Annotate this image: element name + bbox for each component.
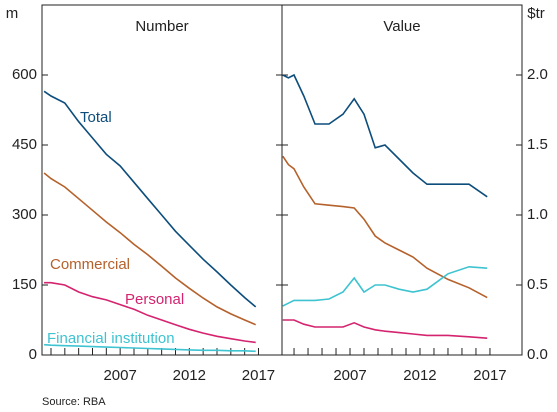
series-line	[44, 343, 256, 353]
series-line	[282, 155, 488, 299]
panel-title: Value	[383, 18, 420, 35]
x-tick-label: 2012	[173, 367, 206, 384]
series-line	[43, 172, 257, 326]
series-line	[282, 265, 488, 307]
x-tick-label: 2017	[242, 367, 275, 384]
y-unit: $tr	[527, 5, 545, 22]
y-tick-label: 600	[12, 66, 37, 83]
x-tick-label: 2012	[403, 367, 436, 384]
y-tick-label: 0.0	[527, 346, 548, 363]
series-label: Commercial	[50, 256, 130, 273]
y-tick-label: 150	[12, 276, 37, 293]
series-line	[44, 281, 256, 344]
series-line	[282, 319, 488, 339]
y-tick-label: 2.0	[527, 66, 548, 83]
x-tick-label: 2017	[473, 367, 506, 384]
panel-title: Number	[135, 18, 188, 35]
y-tick-label: 300	[12, 206, 37, 223]
y-tick-label: 1.5	[527, 136, 548, 153]
y-tick-label: 0.5	[527, 276, 548, 293]
series-line	[282, 73, 488, 198]
y-tick-label: 0	[29, 346, 37, 363]
y-unit: m	[6, 5, 19, 22]
series-label: Personal	[125, 291, 184, 308]
x-tick-label: 2007	[103, 367, 136, 384]
series-label: Financial institution	[47, 330, 175, 347]
source: Source: RBA	[42, 396, 106, 408]
y-tick-label: 450	[12, 136, 37, 153]
series-line	[43, 90, 257, 308]
series-label: Total	[80, 109, 112, 126]
y-tick-label: 1.0	[527, 206, 548, 223]
x-tick-label: 2007	[333, 367, 366, 384]
